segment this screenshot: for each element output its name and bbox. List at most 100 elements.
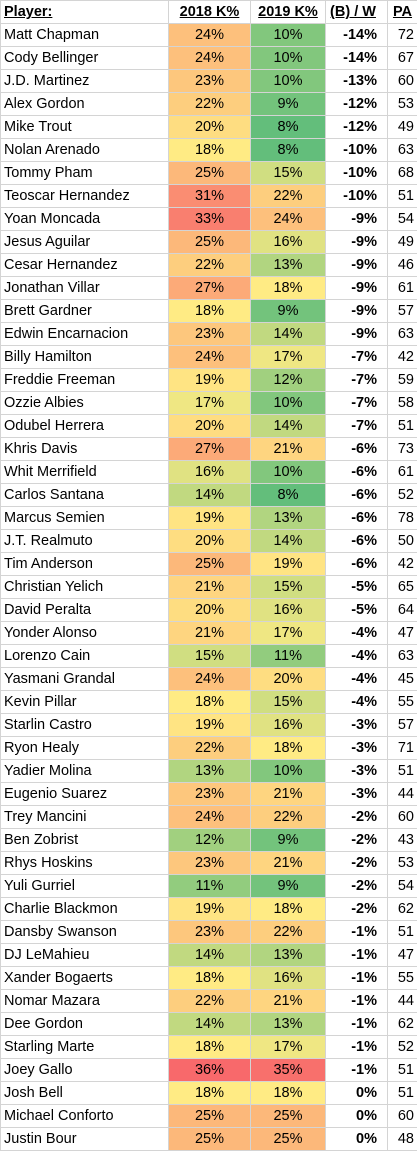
stat-cell: 15%: [168, 644, 251, 668]
stat-cell: 44: [387, 989, 417, 1013]
player-name: Josh Bell: [0, 1081, 169, 1105]
player-row: Cesar Hernandez 22% 13% -9% 46: [0, 253, 417, 277]
player-row: Starling Marte 18% 17% -1% 52: [0, 1035, 417, 1059]
stat-cell: 16%: [250, 598, 326, 622]
player-row: Yonder Alonso 21% 17% -4% 47: [0, 621, 417, 645]
stat-cell: 19%: [168, 368, 251, 392]
player-row: Freddie Freeman 19% 12% -7% 59: [0, 368, 417, 392]
stat-cell: 22%: [168, 253, 251, 277]
header-cell: 2019 K%: [250, 0, 326, 24]
stat-cell: 24%: [168, 667, 251, 691]
player-row: Whit Merrifield 16% 10% -6% 61: [0, 460, 417, 484]
stat-cell: 51: [387, 184, 417, 208]
stat-cell: -9%: [325, 276, 388, 300]
stat-cell: 0%: [325, 1127, 388, 1151]
player-name: Jonathan Villar: [0, 276, 169, 300]
stat-cell: 16%: [250, 713, 326, 737]
stat-cell: 51: [387, 414, 417, 438]
stat-cell: -1%: [325, 920, 388, 944]
stat-cell: 57: [387, 713, 417, 737]
player-row: Eugenio Suarez 23% 21% -3% 44: [0, 782, 417, 806]
stat-cell: 9%: [250, 828, 326, 852]
player-name: Mike Trout: [0, 115, 169, 139]
player-row: Yasmani Grandal 24% 20% -4% 45: [0, 667, 417, 691]
stat-cell: 52: [387, 1035, 417, 1059]
stat-cell: 8%: [250, 483, 326, 507]
stat-cell: 53: [387, 92, 417, 116]
stat-cell: -9%: [325, 253, 388, 277]
player-row: Marcus Semien 19% 13% -6% 78: [0, 506, 417, 530]
player-row: Teoscar Hernandez 31% 22% -10% 51: [0, 184, 417, 208]
player-name: Ryon Healy: [0, 736, 169, 760]
stat-cell: 17%: [250, 1035, 326, 1059]
player-row: Cody Bellinger 24% 10% -14% 67: [0, 46, 417, 70]
stat-cell: 50: [387, 529, 417, 553]
stat-cell: 60: [387, 69, 417, 93]
stat-cell: -10%: [325, 184, 388, 208]
player-row: Nolan Arenado 18% 8% -10% 63: [0, 138, 417, 162]
stat-cell: -6%: [325, 437, 388, 461]
stat-cell: 13%: [250, 506, 326, 530]
stat-cell: -3%: [325, 782, 388, 806]
player-name: Justin Bour: [0, 1127, 169, 1151]
stat-cell: 21%: [250, 851, 326, 875]
stat-cell: 20%: [168, 414, 251, 438]
stat-cell: 20%: [168, 529, 251, 553]
stat-cell: 23%: [168, 69, 251, 93]
player-row: Charlie Blackmon 19% 18% -2% 62: [0, 897, 417, 921]
stat-cell: 63: [387, 644, 417, 668]
stat-cell: -3%: [325, 713, 388, 737]
stat-cell: 23%: [168, 920, 251, 944]
player-row: Lorenzo Cain 15% 11% -4% 63: [0, 644, 417, 668]
player-name: Nomar Mazara: [0, 989, 169, 1013]
player-row: Tommy Pham 25% 15% -10% 68: [0, 161, 417, 185]
stat-cell: 18%: [168, 138, 251, 162]
stat-cell: -1%: [325, 1058, 388, 1082]
player-name: Yonder Alonso: [0, 621, 169, 645]
stat-cell: -2%: [325, 874, 388, 898]
stat-cell: -4%: [325, 644, 388, 668]
stat-cell: 18%: [250, 736, 326, 760]
stat-cell: 60: [387, 805, 417, 829]
stat-cell: 12%: [250, 368, 326, 392]
player-row: David Peralta 20% 16% -5% 64: [0, 598, 417, 622]
player-name: Dee Gordon: [0, 1012, 169, 1036]
stat-cell: 54: [387, 874, 417, 898]
player-name: Dansby Swanson: [0, 920, 169, 944]
player-row: Starlin Castro 19% 16% -3% 57: [0, 713, 417, 737]
stat-cell: 9%: [250, 299, 326, 323]
stat-cell: 35%: [250, 1058, 326, 1082]
stat-cell: 0%: [325, 1081, 388, 1105]
stat-cell: -1%: [325, 966, 388, 990]
player-row: J.D. Martinez 23% 10% -13% 60: [0, 69, 417, 93]
header-cell: 2018 K%: [168, 0, 251, 24]
stat-cell: 49: [387, 115, 417, 139]
stat-cell: 18%: [250, 276, 326, 300]
stat-cell: 15%: [250, 161, 326, 185]
stat-cell: 19%: [250, 552, 326, 576]
stat-cell: 73: [387, 437, 417, 461]
stat-cell: -9%: [325, 230, 388, 254]
stat-cell: -14%: [325, 23, 388, 47]
stat-cell: 45: [387, 667, 417, 691]
player-row: Edwin Encarnacion 23% 14% -9% 63: [0, 322, 417, 346]
stat-cell: 27%: [168, 276, 251, 300]
player-name: Ozzie Albies: [0, 391, 169, 415]
stat-cell: -2%: [325, 828, 388, 852]
stat-cell: 51: [387, 1058, 417, 1082]
stat-cell: -9%: [325, 207, 388, 231]
stat-cell: -6%: [325, 460, 388, 484]
stat-cell: 18%: [250, 897, 326, 921]
player-row: Justin Bour 25% 25% 0% 48: [0, 1127, 417, 1151]
stat-cell: 65: [387, 575, 417, 599]
player-name: Billy Hamilton: [0, 345, 169, 369]
stat-cell: -10%: [325, 138, 388, 162]
stat-cell: 0%: [325, 1104, 388, 1128]
stat-cell: -4%: [325, 690, 388, 714]
stat-cell: 24%: [168, 46, 251, 70]
stat-cell: -7%: [325, 391, 388, 415]
stat-cell: 23%: [168, 851, 251, 875]
stat-cell: 23%: [168, 782, 251, 806]
player-row: Ozzie Albies 17% 10% -7% 58: [0, 391, 417, 415]
